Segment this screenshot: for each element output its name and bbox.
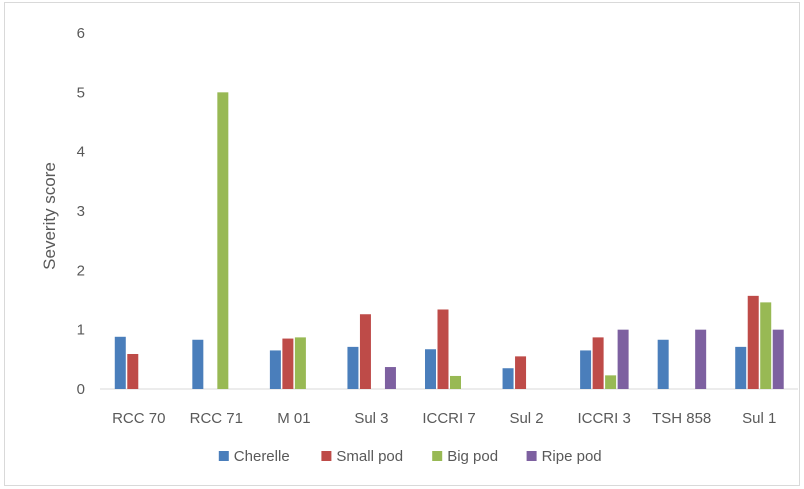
legend-label-cherelle: Cherelle (234, 448, 290, 465)
bar-cherelle (580, 350, 592, 389)
legend-label-ripe-pod: Ripe pod (542, 448, 602, 465)
legend-swatch-cherelle (218, 451, 229, 461)
bar-small-pod (359, 314, 371, 389)
y-axis-title-group: Severity score (40, 162, 59, 270)
x-tick-label: Sul 3 (354, 410, 388, 427)
bar-cherelle (735, 346, 747, 389)
bar-small-pod (282, 338, 294, 389)
legend-swatch-small-pod (321, 451, 332, 461)
legend-label-small-pod: Small pod (336, 448, 403, 465)
bar-cherelle (347, 346, 359, 389)
bar-big-pod (217, 92, 229, 389)
legend-swatch-ripe-pod (526, 451, 537, 461)
x-axis-ticks: RCC 70 RCC 71 M 01 Sul 3 ICCRI 7 Sul 2 ICCRI 3… (112, 410, 776, 427)
legend: Cherelle Small pod Big pod Ripe pod (218, 448, 602, 465)
bar-big-pod (450, 375, 461, 389)
bar-small-pod (592, 337, 604, 389)
chart-frame: Severity score 0 1 2 3 4 5 6 RCC 70 RCC 71 M 01 S… (4, 2, 800, 486)
x-tick-label: Sul 1 (742, 410, 776, 427)
y-tick-label: 2 (77, 262, 85, 279)
x-tick-label: TSH 858 (652, 410, 711, 427)
legend-label-big-pod: Big pod (447, 448, 498, 465)
bar-cherelle (269, 350, 281, 389)
bar-ripe-pod (772, 329, 784, 389)
bar-chart: Severity score 0 1 2 3 4 5 6 RCC 70 RCC 71 M 01 S… (40, 25, 798, 465)
bar-cherelle (425, 349, 436, 389)
y-tick-label: 3 (77, 203, 85, 220)
y-tick-label: 6 (77, 25, 85, 42)
y-axis-title: Severity score (40, 162, 59, 270)
bar-big-pod (760, 302, 772, 389)
x-tick-label: RCC 70 (112, 410, 165, 427)
bar-cherelle (657, 339, 669, 389)
bar-cherelle (114, 336, 126, 389)
x-tick-label: Sul 2 (509, 410, 543, 427)
bar-cherelle (502, 368, 514, 389)
x-tick-label: M 01 (277, 410, 310, 427)
bar-ripe-pod (384, 367, 396, 389)
bar-ripe-pod (695, 329, 707, 389)
bar-small-pod (127, 353, 139, 389)
bar-ripe-pod (617, 329, 629, 389)
y-tick-label: 4 (77, 144, 85, 161)
x-tick-label: RCC 71 (190, 410, 243, 427)
y-tick-label: 1 (77, 322, 85, 339)
bar-small-pod (747, 295, 759, 389)
x-tick-label: ICCRI 7 (422, 410, 475, 427)
y-axis-ticks: 0 1 2 3 4 5 6 (77, 25, 85, 398)
bar-big-pod (605, 375, 617, 389)
bar-small-pod (515, 356, 527, 389)
bar-small-pod (437, 309, 449, 389)
bar-big-pod (294, 337, 306, 389)
y-tick-label: 0 (77, 381, 85, 398)
bars-group (114, 92, 784, 389)
x-tick-label: ICCRI 3 (577, 410, 630, 427)
y-tick-label: 5 (77, 84, 85, 101)
legend-swatch-big-pod (432, 451, 443, 461)
bar-cherelle (192, 339, 204, 389)
